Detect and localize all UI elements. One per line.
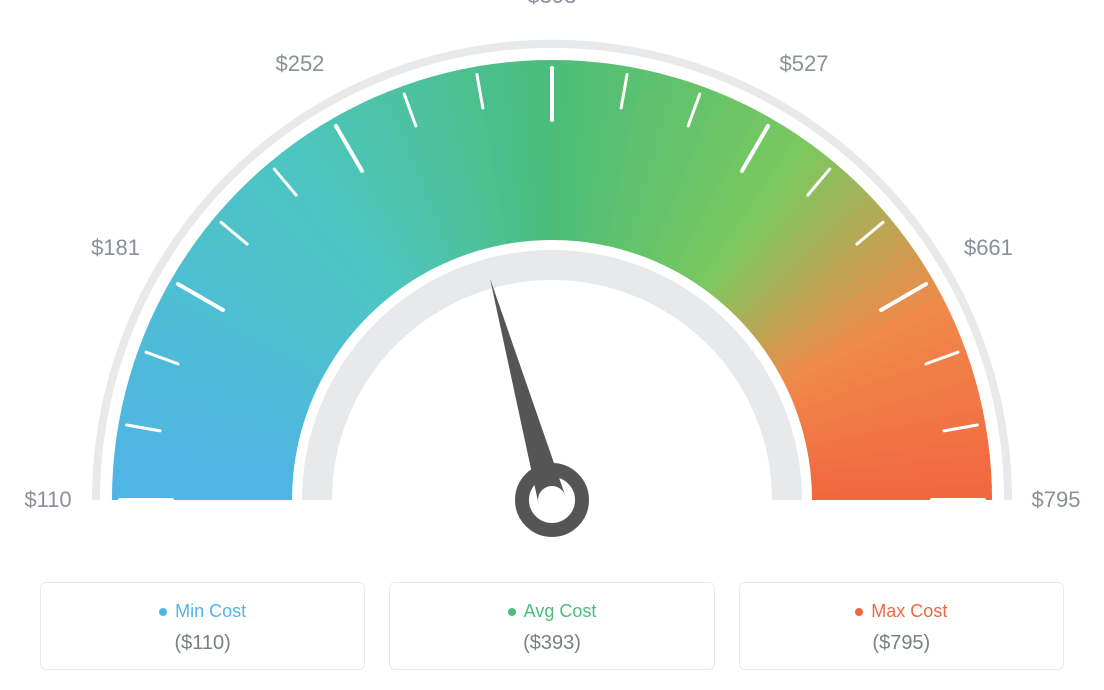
- min-cost-value: ($110): [51, 632, 354, 655]
- min-cost-card: Min Cost ($110): [40, 582, 365, 670]
- max-cost-card: Max Cost ($795): [739, 582, 1064, 670]
- max-cost-value: ($795): [750, 632, 1053, 655]
- avg-cost-card: Avg Cost ($393): [389, 582, 714, 670]
- gauge-tick-label: $181: [91, 235, 140, 261]
- avg-cost-label: Avg Cost: [508, 601, 597, 622]
- min-dot-icon: [159, 608, 167, 616]
- max-cost-label-text: Max Cost: [871, 601, 947, 622]
- avg-dot-icon: [508, 608, 516, 616]
- max-cost-label: Max Cost: [855, 601, 947, 622]
- gauge-tick-label: $795: [1032, 487, 1081, 513]
- gauge-tick-label: $393: [528, 0, 577, 9]
- avg-cost-label-text: Avg Cost: [524, 601, 597, 622]
- gauge-tick-label: $110: [24, 487, 71, 513]
- max-dot-icon: [855, 608, 863, 616]
- gauge-tick-label: $661: [964, 235, 1013, 261]
- gauge-tick-label: $527: [780, 51, 829, 77]
- summary-cards: Min Cost ($110) Avg Cost ($393) Max Cost…: [40, 582, 1064, 670]
- gauge-svg: [0, 0, 1104, 560]
- cost-gauge-widget: $110 $181 $252 $393 $527 $661 $795 Min Cost ($…: [0, 0, 1104, 690]
- gauge-tick-label: $252: [275, 51, 324, 77]
- avg-cost-value: ($393): [400, 632, 703, 655]
- min-cost-label: Min Cost: [159, 601, 246, 622]
- gauge-chart: $110 $181 $252 $393 $527 $661 $795: [0, 0, 1104, 560]
- min-cost-label-text: Min Cost: [175, 601, 246, 622]
